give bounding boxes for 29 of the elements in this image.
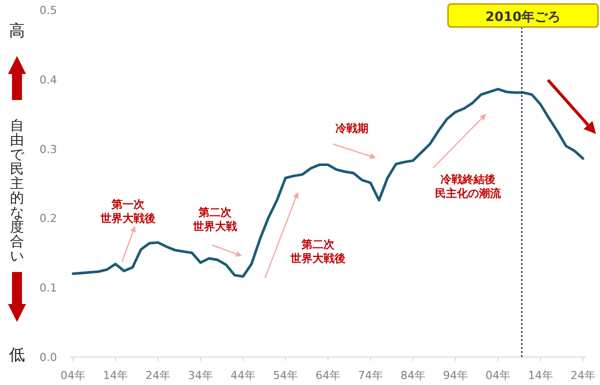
line-series [72,88,584,278]
annotation: 冷戦期 [336,122,368,135]
x-tick-label: 14年 [528,369,553,382]
x-tick-label: 84年 [400,369,426,382]
text: 高 [9,21,25,40]
text: 自由で民主的な度合い [10,118,24,264]
x-tick-label: 04年 [60,369,86,382]
x-tick-label: 14年 [103,369,128,382]
annotation: 2010年ごろ [485,10,561,25]
text: 低 [9,345,25,364]
y-tick-label: 0.0 [40,351,57,364]
annotation: 第二次世界大戦 [192,206,237,233]
x-tick-label: 24年 [146,369,170,382]
x-tick-label: 74年 [358,369,383,382]
annotation: 冷戦終結後民主化の潮流 [435,173,502,200]
annotation: 第一次世界大戦後 [100,198,156,225]
x-tick-label: 34年 [188,369,213,382]
y-tick-label: 0.2 [40,212,57,226]
x-tick-label: 44年 [230,369,256,382]
x-tick-label: 04年 [486,369,510,382]
y-tick-label: 0.3 [40,142,57,156]
y-tick-label: 0.1 [40,282,57,295]
x-tick-label: 24年 [570,369,596,382]
y-tick-label: 0.4 [40,73,57,86]
y-tick-label: 0.5 [40,4,57,17]
x-tick-label: 64年 [316,369,340,382]
x-tick-label: 54年 [273,369,298,382]
annotation: 第二次世界大戦後 [290,238,346,265]
x-tick-label: 94年 [443,369,468,382]
